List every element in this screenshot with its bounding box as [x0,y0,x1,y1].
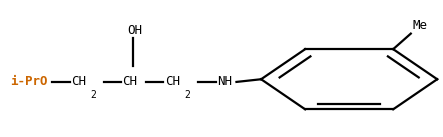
Text: CH: CH [165,75,180,88]
Text: CH: CH [71,75,86,88]
Text: OH: OH [127,24,142,37]
Text: CH: CH [122,75,137,88]
Text: i-PrO: i-PrO [10,75,48,88]
Text: NH: NH [217,75,232,88]
Text: 2: 2 [185,90,190,100]
Text: 2: 2 [91,90,97,100]
Text: Me: Me [413,19,428,32]
